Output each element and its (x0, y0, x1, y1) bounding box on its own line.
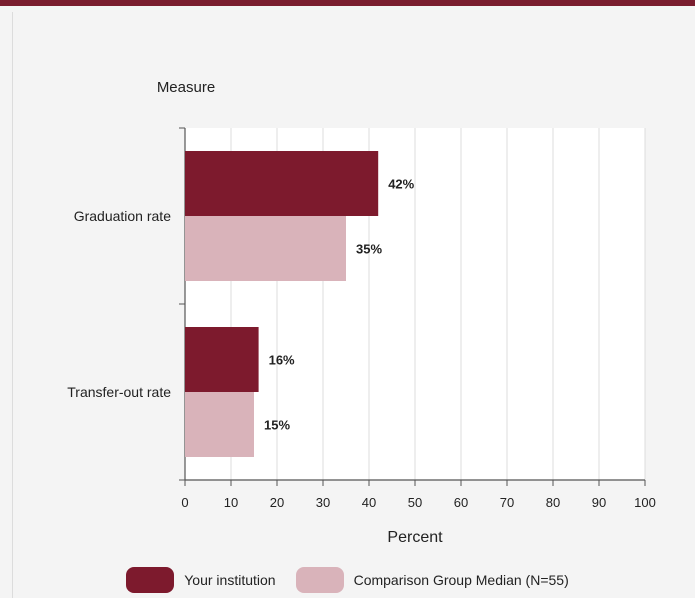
x-tick-label: 10 (224, 495, 238, 510)
x-tick-label: 80 (546, 495, 560, 510)
x-tick-label: 70 (500, 495, 514, 510)
x-axis-title: Percent (387, 529, 443, 546)
legend-item-your-institution[interactable]: Your institution (126, 567, 276, 593)
x-tick-label: 30 (316, 495, 330, 510)
bar (185, 216, 346, 281)
bar (185, 327, 259, 392)
legend-swatch (126, 567, 175, 593)
y-tick-label: Transfer-out rate (67, 384, 171, 400)
x-tick-label: 100 (634, 495, 656, 510)
y-axis-title: Measure (157, 79, 215, 96)
x-tick-label: 60 (454, 495, 468, 510)
legend-item-comparison-group[interactable]: Comparison Group Median (N=55) (295, 567, 569, 593)
y-tick-label: Graduation rate (74, 208, 171, 224)
legend-label: Your institution (184, 572, 276, 588)
x-tick-label: 90 (592, 495, 606, 510)
x-tick-label: 0 (181, 495, 188, 510)
x-tick-label: 40 (362, 495, 376, 510)
x-tick-label: 50 (408, 495, 422, 510)
data-label: 15% (264, 418, 290, 433)
bar (185, 151, 379, 216)
data-label: 35% (356, 242, 382, 257)
bar-chart: Measure Percent 0 10 20 30 40 50 60 70 80 90 100 Gr… (67, 79, 656, 546)
data-label: 42% (388, 177, 414, 192)
legend-swatch (295, 567, 344, 593)
bar (185, 392, 254, 457)
x-tick-label: 20 (270, 495, 284, 510)
legend-label: Comparison Group Median (N=55) (353, 572, 569, 588)
data-label: 16% (269, 353, 295, 368)
legend: Your institution Comparison Group Median… (0, 566, 695, 594)
top-accent-bar (0, 0, 695, 6)
